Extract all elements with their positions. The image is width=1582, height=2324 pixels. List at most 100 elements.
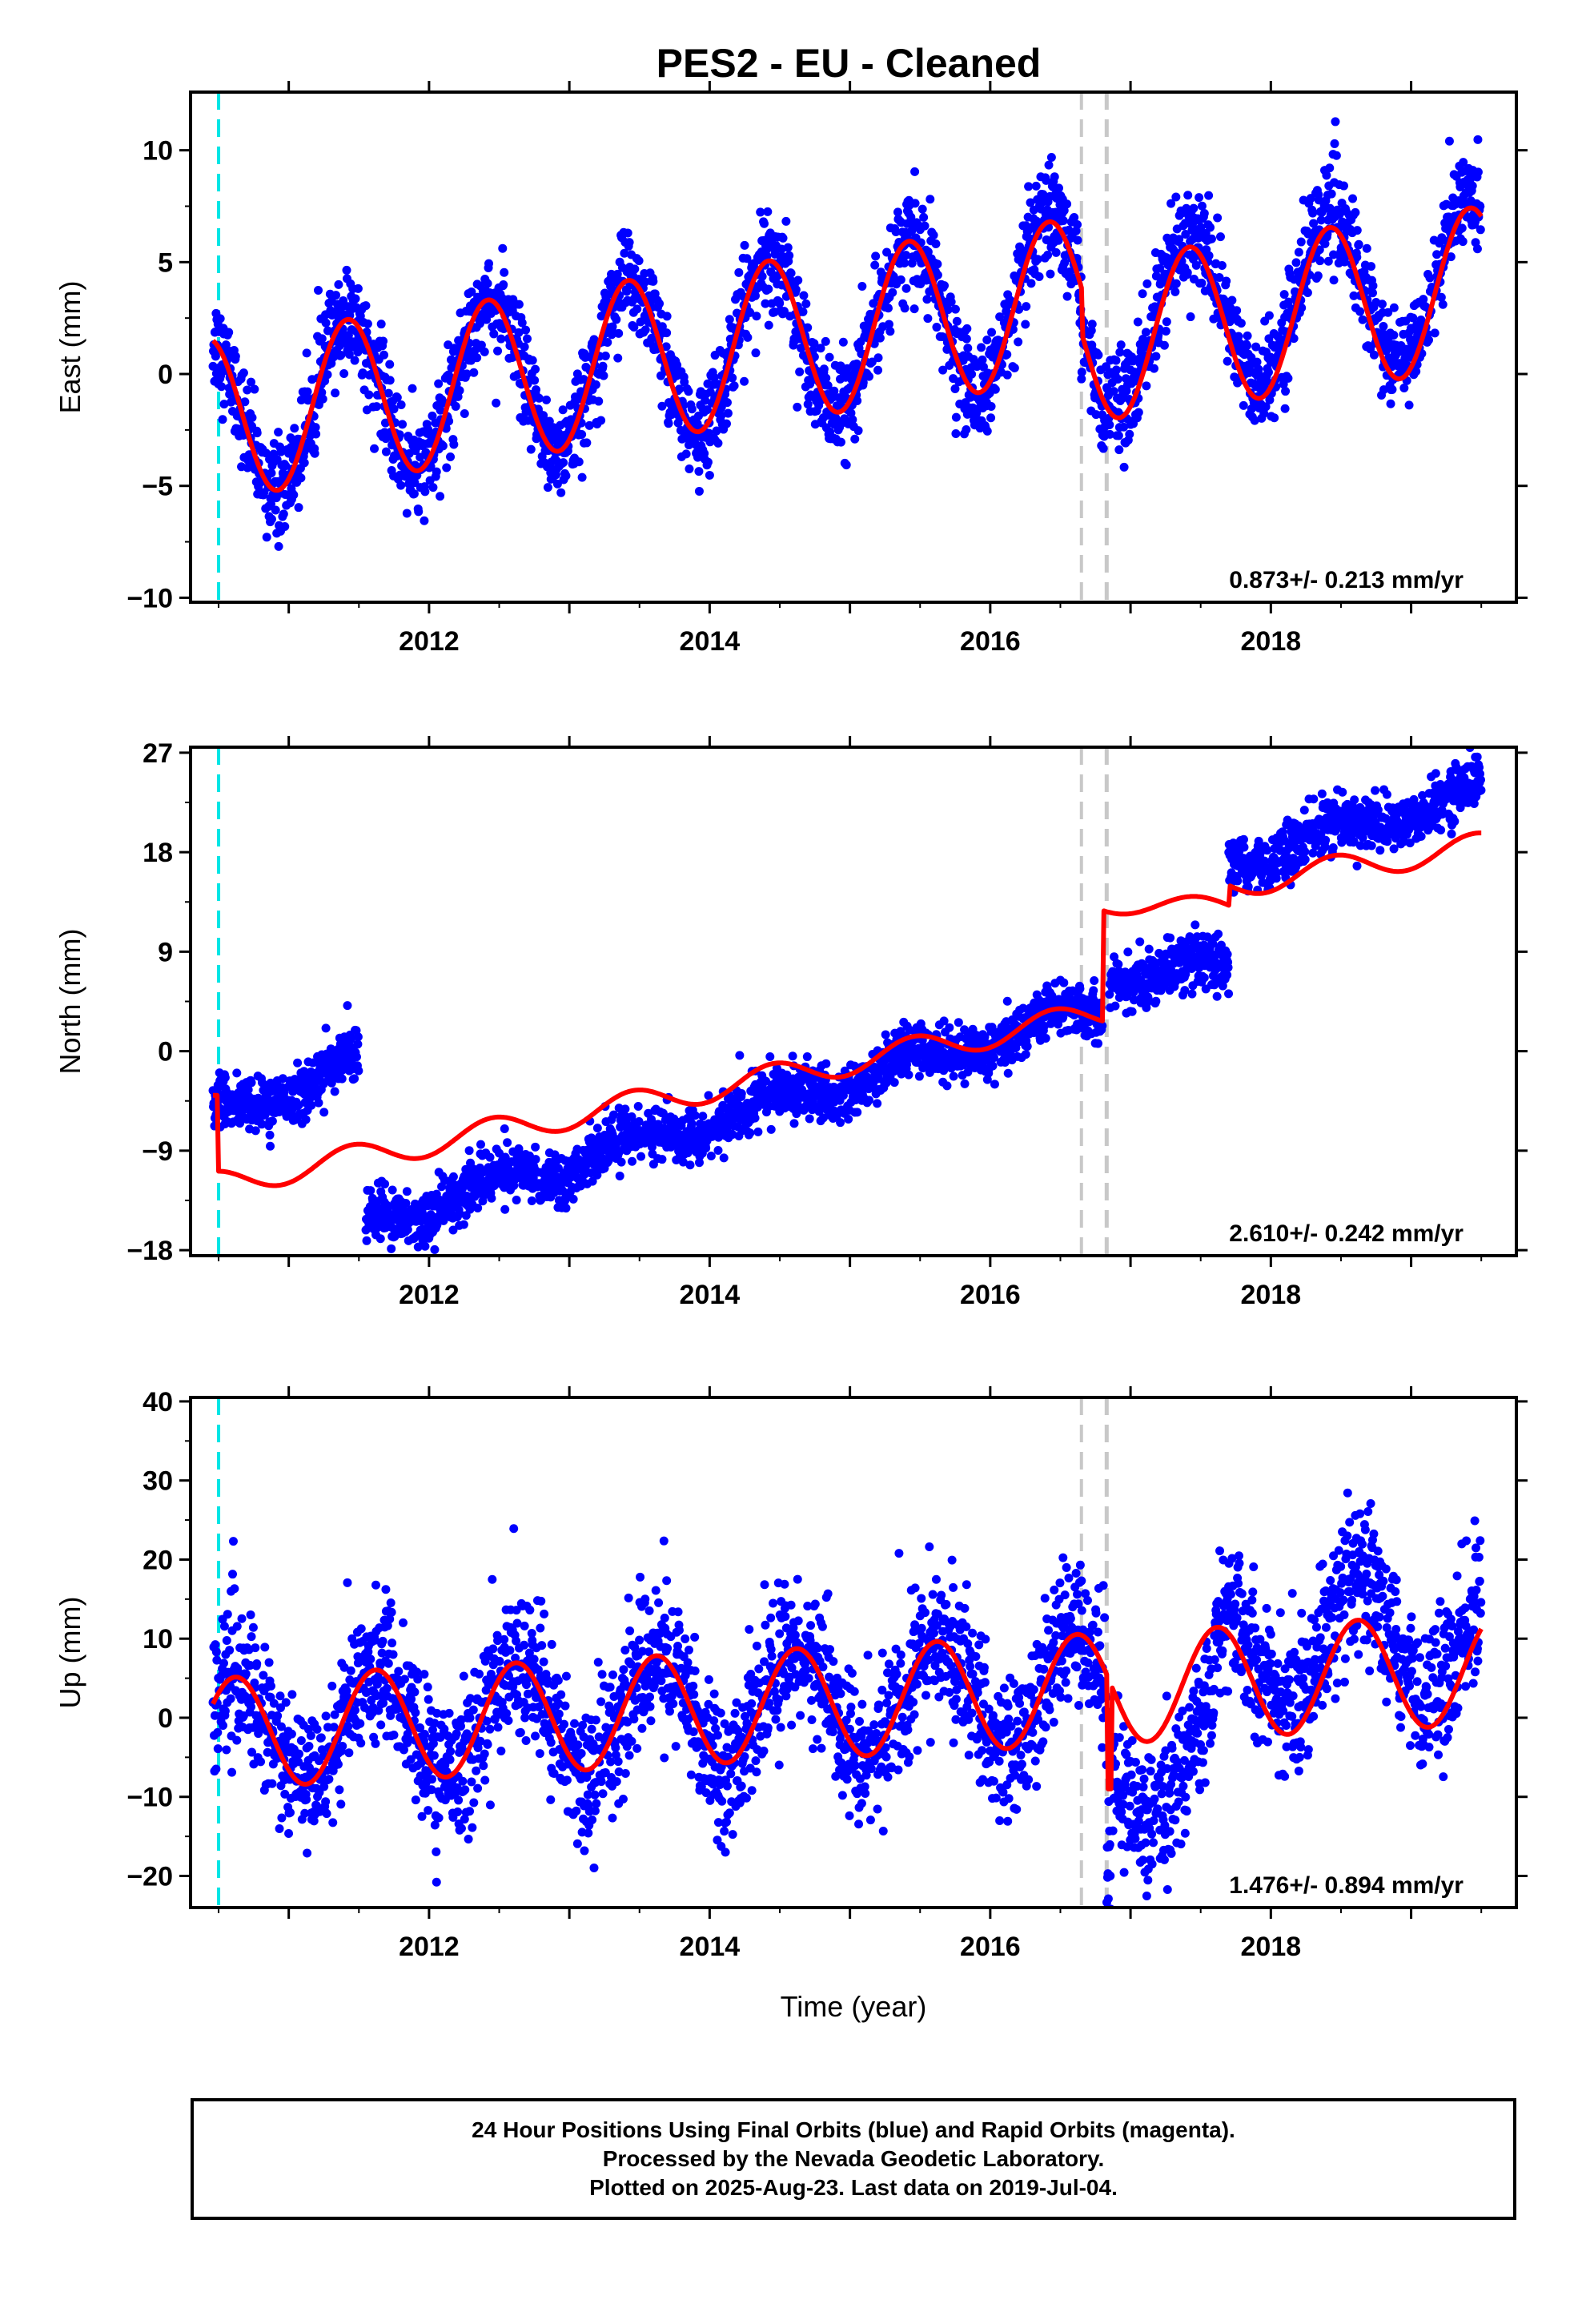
data-point <box>527 1196 536 1205</box>
data-point <box>401 1199 411 1208</box>
data-point <box>301 1115 311 1124</box>
data-point <box>221 340 231 350</box>
data-point <box>943 305 953 315</box>
data-point <box>1022 302 1031 312</box>
data-point <box>579 375 588 384</box>
data-point <box>1077 368 1086 377</box>
data-point <box>1062 292 1072 301</box>
data-point <box>424 424 433 434</box>
data-point <box>413 1242 423 1252</box>
data-point <box>1014 337 1023 347</box>
y-tick-label: 27 <box>143 738 173 769</box>
y-tick-label: 10 <box>143 136 173 167</box>
data-point <box>661 342 671 352</box>
data-point <box>703 405 713 415</box>
data-point <box>1320 239 1330 248</box>
data-point <box>951 429 961 439</box>
x-tick-label: 2018 <box>1241 1280 1302 1310</box>
data-point <box>1377 300 1387 309</box>
data-point <box>853 426 863 436</box>
data-point <box>694 486 704 496</box>
data-point <box>420 1241 430 1251</box>
data-point <box>381 434 391 444</box>
data-point <box>462 369 472 379</box>
data-point <box>503 1138 512 1148</box>
data-point <box>962 324 972 333</box>
data-point <box>243 1085 253 1095</box>
data-point <box>541 395 551 404</box>
data-point <box>604 1156 613 1165</box>
data-point <box>311 423 320 432</box>
data-point <box>250 384 259 394</box>
data-point <box>719 1153 729 1163</box>
data-point <box>636 1152 646 1161</box>
data-point <box>592 1124 602 1133</box>
data-point <box>857 281 867 291</box>
data-point <box>701 1144 711 1153</box>
plot-area <box>208 747 1486 1256</box>
data-point <box>1138 289 1147 299</box>
data-point <box>823 380 833 390</box>
data-point <box>1171 192 1181 202</box>
data-point <box>1303 287 1312 297</box>
data-point <box>517 318 527 328</box>
data-point <box>385 360 395 369</box>
data-point <box>330 1087 339 1096</box>
data-point <box>766 1124 776 1134</box>
data-point <box>628 1156 637 1166</box>
data-point <box>432 467 441 476</box>
data-point <box>1174 235 1184 244</box>
data-point <box>870 260 880 270</box>
data-point <box>380 418 390 428</box>
data-point <box>721 419 731 428</box>
data-point <box>1369 350 1379 360</box>
data-point <box>1348 194 1358 203</box>
data-point <box>318 394 327 404</box>
data-point <box>620 248 629 258</box>
data-point <box>1457 223 1467 233</box>
data-point <box>743 332 753 342</box>
data-point <box>1159 340 1169 350</box>
data-point <box>889 271 898 281</box>
data-point <box>795 367 805 376</box>
data-point <box>534 393 544 403</box>
data-point <box>531 364 540 374</box>
data-point <box>1315 245 1324 255</box>
data-point <box>449 440 459 449</box>
data-point <box>598 361 608 371</box>
data-point <box>1015 242 1025 251</box>
data-point <box>428 411 437 420</box>
data-point <box>319 1108 329 1117</box>
data-point <box>704 1091 713 1100</box>
data-point <box>1283 297 1293 307</box>
data-point <box>867 357 877 367</box>
data-point <box>387 1185 397 1195</box>
data-point <box>987 328 997 337</box>
data-point <box>334 279 343 289</box>
data-point <box>1251 342 1261 352</box>
data-point <box>1166 199 1176 208</box>
data-point <box>1125 429 1134 439</box>
data-point <box>403 1224 412 1234</box>
data-point <box>1170 287 1180 296</box>
velocity-label: 0.873+/- 0.213 mm/yr <box>1229 567 1464 593</box>
data-point <box>1367 262 1376 271</box>
data-point <box>1263 368 1273 377</box>
data-point <box>853 1108 862 1117</box>
data-point <box>751 348 761 358</box>
data-point <box>430 1244 440 1254</box>
data-point <box>805 1114 814 1124</box>
data-point <box>717 411 726 420</box>
data-point <box>829 386 839 396</box>
data-point <box>986 401 996 411</box>
data-point <box>1325 163 1335 173</box>
data-point <box>1297 303 1307 312</box>
data-point <box>623 228 632 238</box>
data-point <box>657 322 667 332</box>
data-point <box>1222 276 1231 286</box>
data-point <box>436 492 445 501</box>
chart-title: PES2 - EU - Cleaned <box>656 41 1042 86</box>
data-point <box>1316 215 1326 225</box>
data-point <box>728 373 737 383</box>
data-point <box>888 287 897 297</box>
